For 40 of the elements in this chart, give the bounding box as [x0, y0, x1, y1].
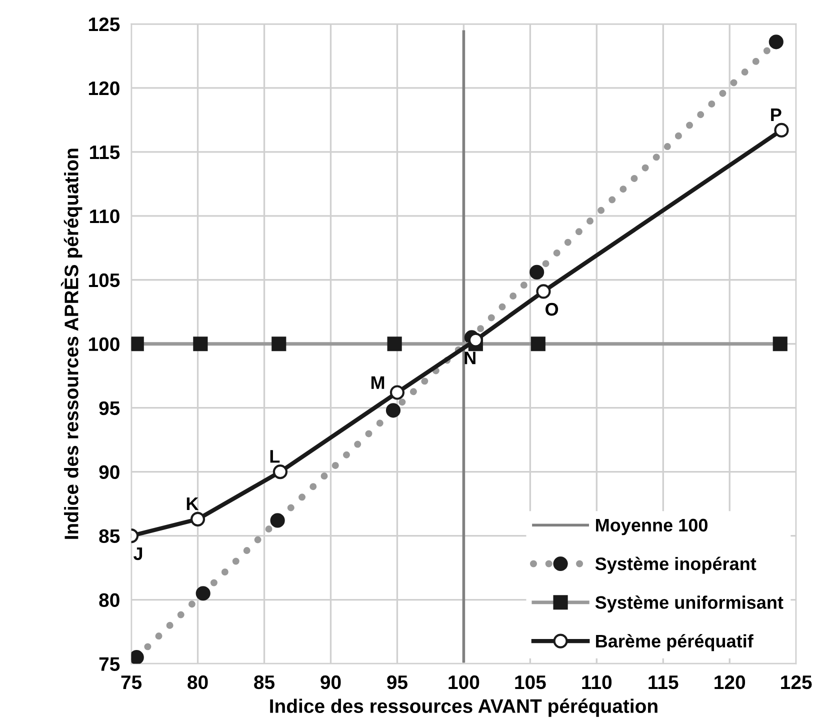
annotation: L — [270, 450, 280, 463]
annotation: P — [771, 108, 782, 121]
point — [272, 464, 288, 480]
y-tick-label: 110 — [90, 209, 120, 224]
y-tick-label: 95 — [99, 401, 120, 416]
y-tick-label: 100 — [88, 337, 120, 352]
point — [190, 512, 206, 526]
y-tick-label: 105 — [88, 273, 120, 288]
y-tick-label: 120 — [88, 81, 120, 96]
annotation: N — [464, 352, 476, 364]
point — [536, 284, 551, 299]
y-tick-label: 115 — [90, 146, 120, 160]
x-tick-label: 75 — [121, 676, 142, 690]
x-tick-label: 115 — [648, 676, 678, 690]
y-tick-label: 85 — [99, 529, 120, 544]
x-tick-label: 120 — [714, 675, 746, 690]
y-tick-label: 75 — [99, 657, 120, 671]
legend-label: Système inopérant — [595, 556, 756, 574]
legend-label: Barème péréquatif — [596, 634, 754, 652]
legend-label: Moyenne 100 — [596, 518, 708, 536]
point — [390, 385, 405, 400]
y-tick-label: 90 — [99, 465, 120, 480]
x-tick-label: 110 — [582, 675, 612, 690]
annotation: J — [133, 547, 142, 560]
y-tick-label: 125 — [88, 17, 120, 32]
x-tick-label: 80 — [188, 675, 208, 690]
point — [774, 122, 789, 138]
x-tick-label: 85 — [254, 675, 275, 690]
annotation: M — [371, 376, 384, 389]
x-tick-label: 95 — [387, 675, 408, 690]
x-axis-title: Indice des ressources AVANT péréquation — [270, 698, 658, 717]
x-tick-label: 90 — [320, 675, 341, 690]
x-tick-label: 105 — [515, 675, 546, 690]
legend-label: Système uniformisant — [595, 595, 784, 612]
y-tick-label: 80 — [99, 593, 120, 608]
annotation: K — [186, 498, 199, 510]
annotation: O — [546, 302, 558, 316]
x-tick-label: 100 — [448, 675, 480, 690]
y-axis-title: Indice des ressources APRÈS péréquation — [60, 148, 82, 539]
x-tick-label: 125 — [781, 675, 812, 690]
